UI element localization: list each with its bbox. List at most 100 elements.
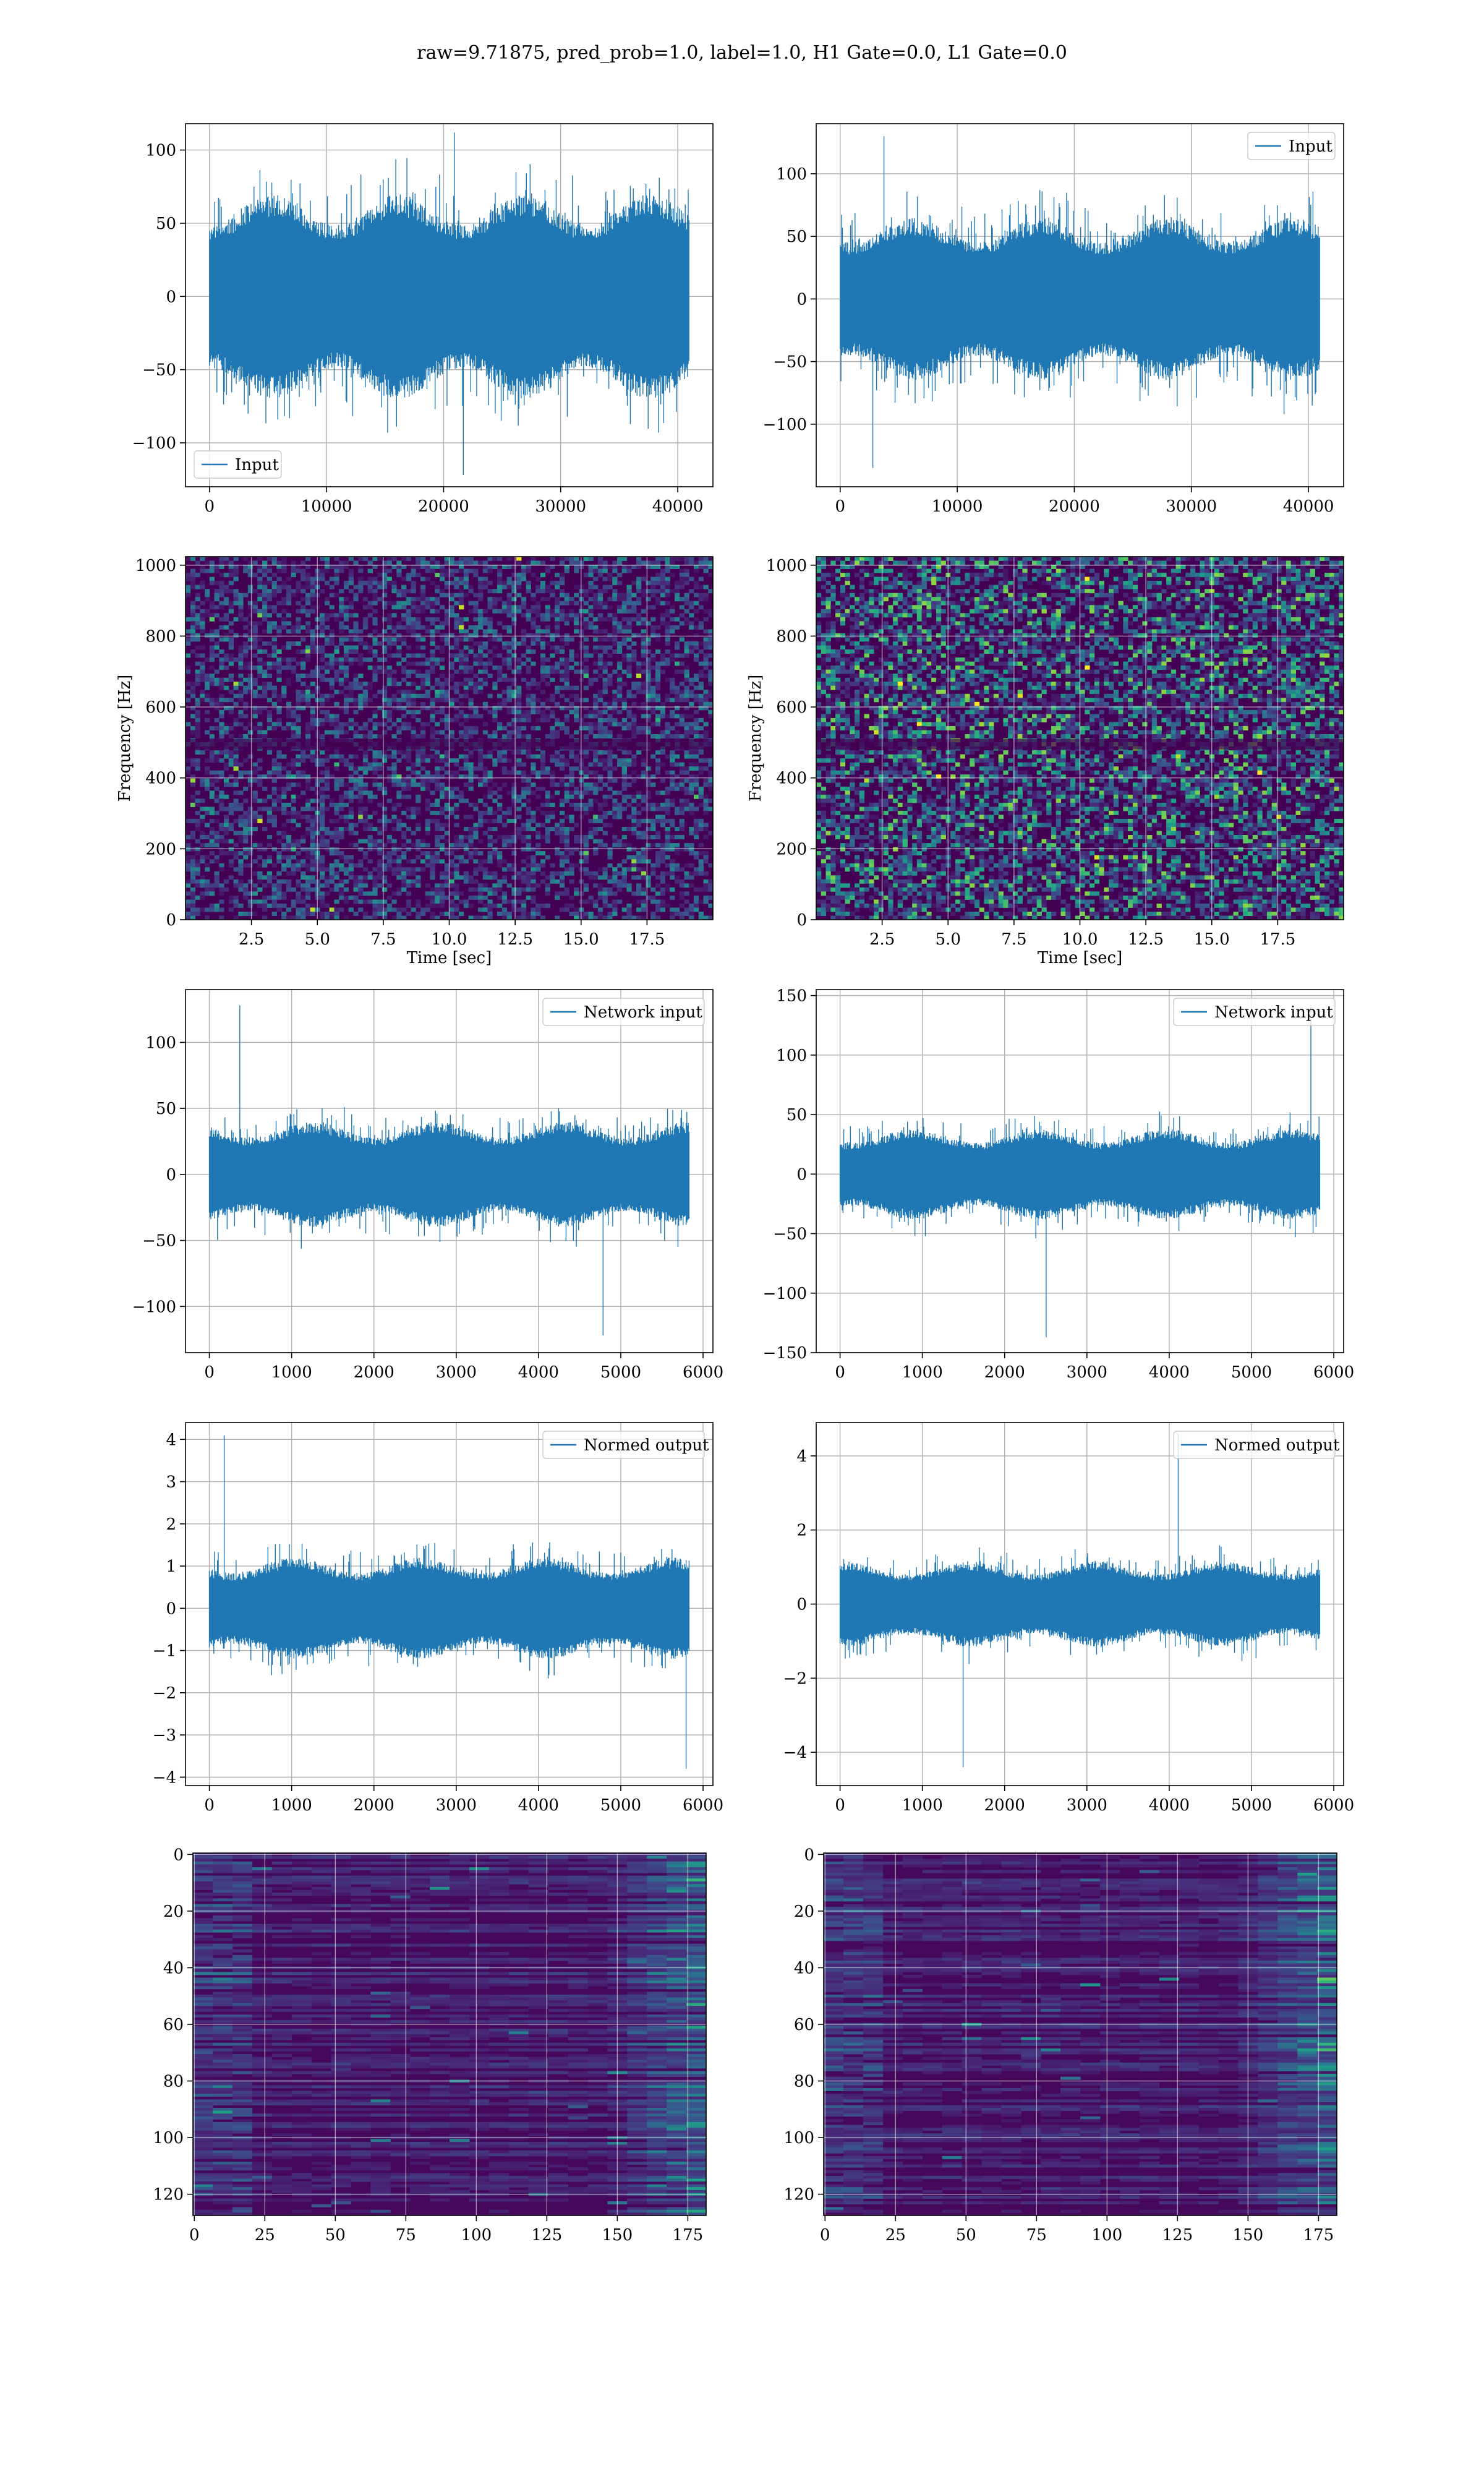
- spectrogram-cell: [200, 843, 205, 848]
- spectrogram-cell: [550, 778, 555, 783]
- spectrogram-cell: [454, 807, 459, 811]
- spectrogram-cell: [348, 657, 354, 662]
- spectrogram-cell: [320, 867, 325, 872]
- spectrogram-cell: [621, 827, 627, 831]
- spectrogram-cell: [382, 657, 388, 662]
- spectrogram-cell: [262, 899, 268, 904]
- spectrogram-cell: [660, 593, 665, 597]
- spectrogram-cell: [482, 701, 488, 706]
- spectrogram-cell: [602, 915, 608, 920]
- spectrogram-cell: [305, 690, 311, 695]
- spectrogram-cell: [238, 682, 244, 687]
- spectrogram-cell: [339, 895, 344, 900]
- spectrogram-cell: [535, 613, 541, 618]
- spectrogram-cell: [449, 879, 454, 884]
- spectrogram-cell: [310, 912, 315, 916]
- spectrogram-cell: [626, 794, 632, 799]
- spectrogram-cell: [238, 762, 244, 767]
- spectrogram-cell: [506, 867, 512, 872]
- spectrogram-cell: [416, 774, 421, 779]
- spectrogram-cell: [386, 774, 392, 779]
- spectrogram-cell: [535, 625, 541, 630]
- spectrogram-cell: [301, 576, 306, 581]
- spectrogram-cell: [574, 661, 579, 666]
- spectrogram-cell: [574, 730, 579, 735]
- spectrogram-cell: [631, 601, 637, 606]
- spectrogram-cell: [555, 617, 560, 622]
- spectrogram-cell: [535, 847, 541, 852]
- spectrogram-cell: [353, 895, 359, 900]
- spectrogram-cell: [195, 621, 200, 626]
- spectrogram-cell: [271, 891, 277, 896]
- spectrogram-cell: [463, 677, 469, 682]
- spectrogram-cell: [482, 621, 488, 626]
- spectrogram-cell: [482, 766, 488, 771]
- spectrogram-cell: [631, 726, 637, 730]
- spectrogram-cell: [583, 666, 589, 670]
- spectrogram-cell: [205, 835, 210, 839]
- spectrogram-cell: [219, 661, 224, 666]
- spectrogram-cell: [684, 802, 689, 807]
- spectrogram-cell: [233, 573, 239, 578]
- spectrogram-cell: [267, 565, 273, 569]
- spectrogram-cell: [425, 754, 430, 759]
- spectrogram-cell: [655, 560, 661, 565]
- spectrogram-cell: [636, 790, 642, 795]
- spectrogram-cell: [655, 807, 661, 811]
- spectrogram-cell: [416, 823, 421, 828]
- spectrogram-cell: [420, 625, 426, 630]
- spectrogram-cell: [406, 754, 411, 759]
- spectrogram-cell: [281, 568, 287, 573]
- spectrogram-cell: [593, 827, 599, 831]
- spectrogram-cell: [593, 782, 599, 787]
- spectrogram-cell: [190, 879, 196, 884]
- spectrogram-cell: [440, 782, 445, 787]
- spectrogram-cell: [377, 557, 383, 561]
- spectrogram-cell: [372, 653, 378, 658]
- spectrogram-cell: [473, 641, 479, 646]
- spectrogram-cell: [320, 863, 325, 868]
- spectrogram-cell: [646, 621, 651, 626]
- spectrogram-cell: [214, 593, 220, 597]
- spectrogram-cell: [535, 774, 541, 779]
- spectrogram-cell: [487, 912, 493, 916]
- spectrogram-cell: [391, 802, 397, 807]
- spectrogram-cell: [205, 915, 210, 920]
- spectrogram-cell: [233, 597, 239, 602]
- spectrogram-cell: [195, 617, 200, 622]
- spectrogram-cell: [679, 717, 684, 722]
- spectrogram-cell: [329, 798, 335, 803]
- spectrogram-cell: [521, 613, 527, 618]
- spectrogram-cell: [420, 605, 426, 610]
- spectrogram-cell: [550, 709, 555, 714]
- spectrogram-cell: [416, 565, 421, 569]
- spectrogram-cell: [296, 661, 301, 666]
- spectrogram-cell: [660, 617, 665, 622]
- spectrogram-cell: [353, 794, 359, 799]
- spectrogram-cell: [459, 657, 464, 662]
- spectrogram-cell: [449, 912, 454, 916]
- spectrogram-cell: [267, 593, 273, 597]
- spectrogram-cell: [487, 661, 493, 666]
- spectrogram-cell: [435, 818, 440, 823]
- spectrogram-cell: [636, 706, 642, 711]
- spectrogram-cell: [535, 709, 541, 714]
- spectrogram-cell: [377, 754, 383, 759]
- spectrogram-cell: [200, 835, 205, 839]
- spectrogram-cell: [531, 766, 536, 771]
- spectrogram-cell: [243, 661, 249, 666]
- spectrogram-cell: [209, 831, 215, 836]
- spectrogram-cell: [545, 887, 550, 892]
- spectrogram-cell: [205, 778, 210, 783]
- spectrogram-cell: [411, 617, 416, 622]
- spectrogram-cell: [559, 835, 565, 839]
- spectrogram-cell: [420, 560, 426, 565]
- spectrogram-cell: [487, 589, 493, 594]
- spectrogram-cell: [209, 734, 215, 738]
- spectrogram-cell: [626, 669, 632, 674]
- spectrogram-cell: [334, 750, 339, 755]
- spectrogram-cell: [257, 657, 263, 662]
- spectrogram-cell: [631, 863, 637, 868]
- spectrogram-cell: [219, 891, 224, 896]
- spectrogram-cell: [324, 883, 330, 888]
